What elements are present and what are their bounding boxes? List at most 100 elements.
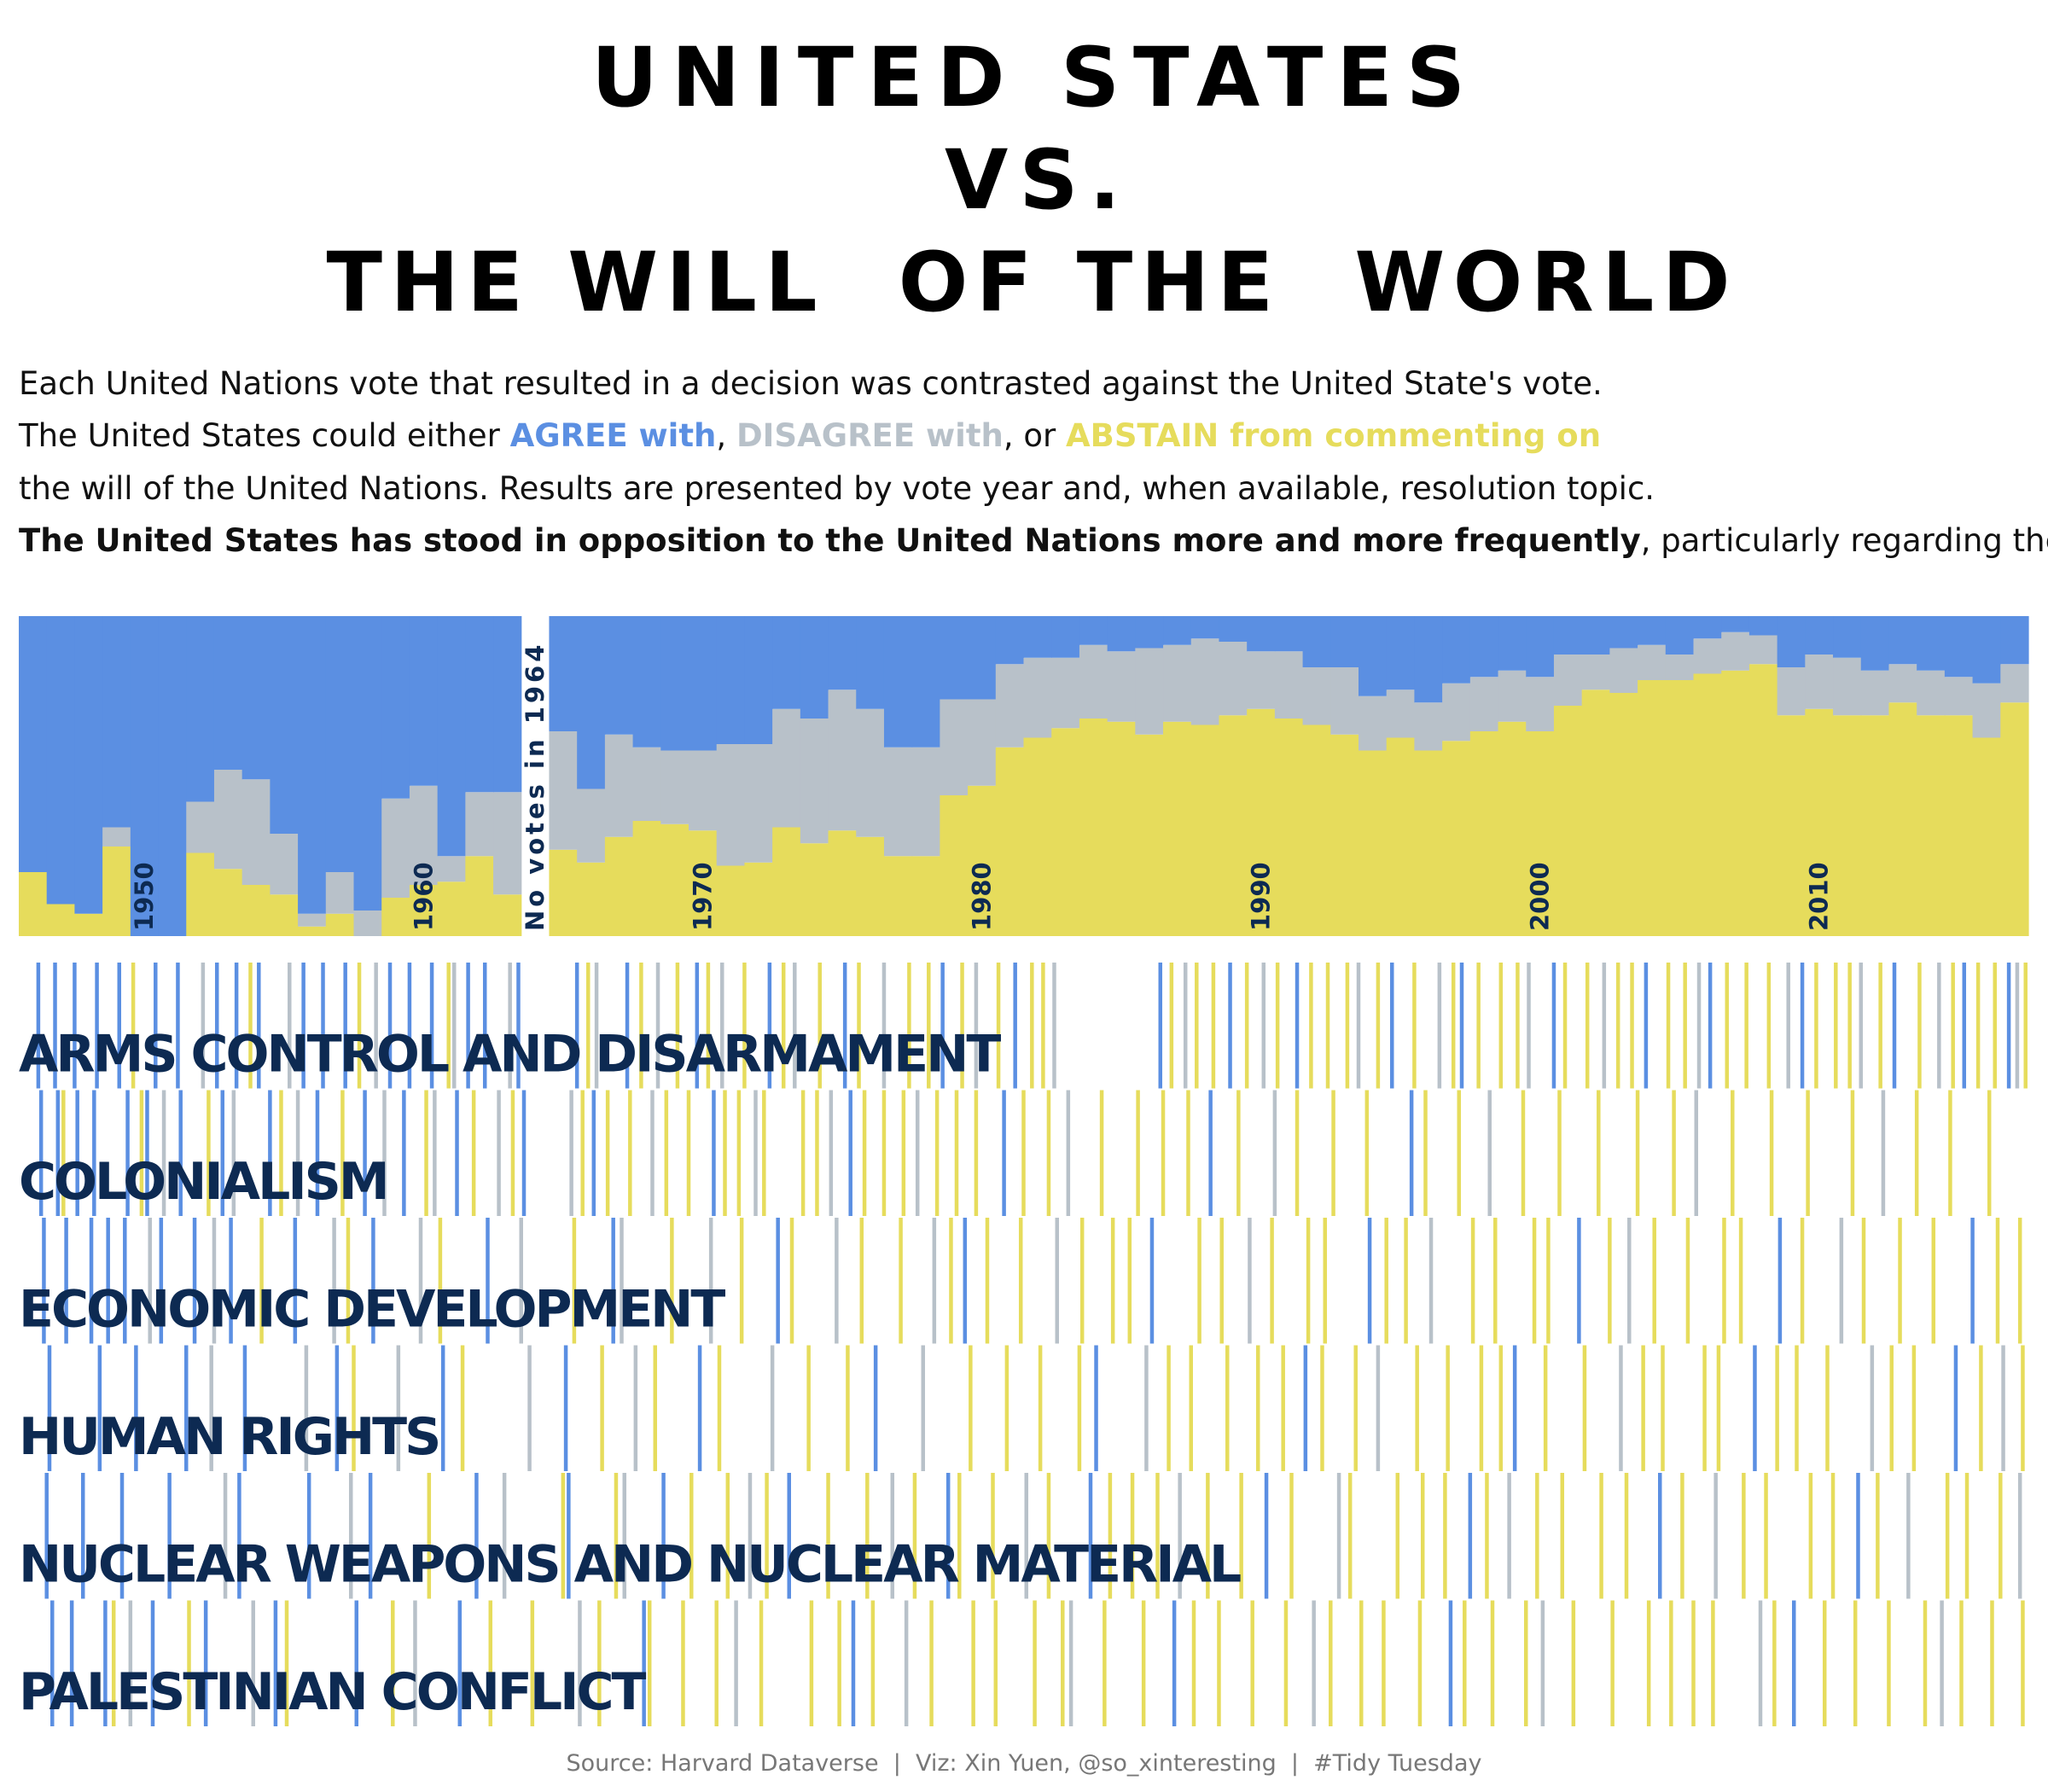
area-step bbox=[213, 869, 243, 936]
area-step bbox=[381, 898, 410, 936]
area-step bbox=[325, 913, 355, 936]
area-step bbox=[1442, 741, 1471, 936]
area-step bbox=[1777, 715, 1806, 936]
area-step bbox=[1135, 734, 1164, 936]
area-step bbox=[1359, 695, 1388, 751]
area-step bbox=[1359, 750, 1388, 936]
area-step bbox=[1721, 631, 1750, 671]
area-step bbox=[1219, 616, 1248, 642]
description: , bbox=[716, 417, 736, 454]
topic-label: ECONOMIC DEVELOPMENT bbox=[19, 1280, 725, 1340]
area-step bbox=[1302, 616, 1331, 667]
area-step bbox=[716, 865, 746, 936]
area-step bbox=[1888, 664, 1917, 703]
area-step bbox=[1638, 644, 1667, 680]
area-step bbox=[689, 750, 718, 831]
area-step bbox=[1693, 673, 1722, 936]
area-step bbox=[1330, 667, 1359, 735]
area-step bbox=[19, 616, 48, 872]
title-line: UNITED STATES bbox=[591, 30, 1465, 125]
area-step bbox=[186, 801, 215, 853]
area-step bbox=[995, 616, 1025, 665]
topic-label: COLONIALISM bbox=[19, 1152, 387, 1212]
area-step bbox=[1972, 616, 2001, 684]
area-step bbox=[409, 785, 439, 885]
area-step bbox=[660, 750, 689, 824]
area-step bbox=[493, 894, 522, 936]
area-step bbox=[1860, 616, 1890, 671]
area-step bbox=[325, 616, 355, 872]
x-tick-label: 1990 bbox=[1247, 862, 1276, 931]
area-step bbox=[1805, 708, 1834, 936]
area-step bbox=[1553, 706, 1583, 936]
area-step bbox=[1051, 728, 1080, 936]
area-step bbox=[74, 913, 103, 936]
area-step bbox=[800, 616, 829, 719]
area-step bbox=[298, 926, 327, 936]
area-step bbox=[1023, 657, 1052, 738]
description: The United States has stood in oppositio… bbox=[19, 522, 2048, 559]
area-step bbox=[1414, 702, 1443, 751]
area-step bbox=[632, 821, 661, 936]
area-step bbox=[1777, 667, 1806, 716]
area-step bbox=[744, 862, 773, 936]
area-step bbox=[1581, 616, 1610, 655]
area-step bbox=[1247, 708, 1276, 936]
area-step bbox=[577, 788, 606, 863]
area-step bbox=[102, 847, 131, 936]
area-step bbox=[716, 616, 746, 744]
area-step bbox=[241, 885, 271, 936]
area-step bbox=[1274, 719, 1304, 936]
area-step bbox=[1553, 655, 1583, 706]
area-step bbox=[353, 911, 382, 936]
area-step bbox=[241, 779, 271, 885]
area-step bbox=[549, 731, 578, 850]
area-step bbox=[241, 616, 271, 780]
area-step bbox=[1888, 616, 1917, 665]
description: , particularly regarding the P bbox=[1641, 522, 2048, 559]
area-step bbox=[883, 747, 913, 857]
area-step bbox=[1498, 670, 1527, 722]
area-step bbox=[1944, 677, 1974, 716]
area-step bbox=[381, 798, 410, 898]
area-step bbox=[800, 719, 829, 844]
area-step bbox=[911, 856, 940, 936]
area-step bbox=[1190, 724, 1220, 936]
area-step bbox=[1693, 616, 1722, 639]
area-step bbox=[1274, 616, 1304, 652]
area-step bbox=[1888, 702, 1917, 936]
description: Each United Nations vote that resulted i… bbox=[19, 365, 1603, 402]
area-step bbox=[1135, 616, 1164, 649]
area-step bbox=[102, 827, 131, 847]
area-step bbox=[1526, 731, 1555, 936]
area-step bbox=[604, 734, 634, 837]
area-step bbox=[1972, 683, 2001, 738]
area-step bbox=[1051, 657, 1080, 729]
x-tick-label: 2000 bbox=[1526, 862, 1555, 931]
area-step bbox=[1748, 616, 1778, 636]
description: the will of the United Nations. Results … bbox=[19, 470, 1655, 507]
area-step bbox=[1665, 680, 1695, 936]
area-step bbox=[1386, 689, 1416, 738]
area-step bbox=[1777, 616, 1806, 667]
area-step bbox=[1638, 616, 1667, 645]
area-step bbox=[1917, 616, 1946, 671]
area-step bbox=[1414, 616, 1443, 703]
area-step bbox=[577, 616, 606, 789]
area-step bbox=[1135, 648, 1164, 735]
area-step bbox=[186, 852, 215, 936]
area-step bbox=[995, 747, 1025, 936]
area-step bbox=[1190, 638, 1220, 725]
area-step bbox=[2000, 702, 2029, 936]
area-step bbox=[1330, 616, 1359, 667]
area-step bbox=[940, 795, 969, 936]
source: Source: Harvard Dataverse | Viz: Xin Yue… bbox=[567, 1750, 1482, 1777]
area-step bbox=[968, 699, 997, 786]
area-step bbox=[549, 849, 578, 936]
area-step bbox=[911, 747, 940, 857]
area-step bbox=[716, 744, 746, 866]
legend-disagree: DISAGREE with bbox=[736, 417, 1004, 454]
topic-label: ARMS CONTROL AND DISARMAMENT bbox=[19, 1025, 1001, 1085]
area-step bbox=[1553, 616, 1583, 655]
